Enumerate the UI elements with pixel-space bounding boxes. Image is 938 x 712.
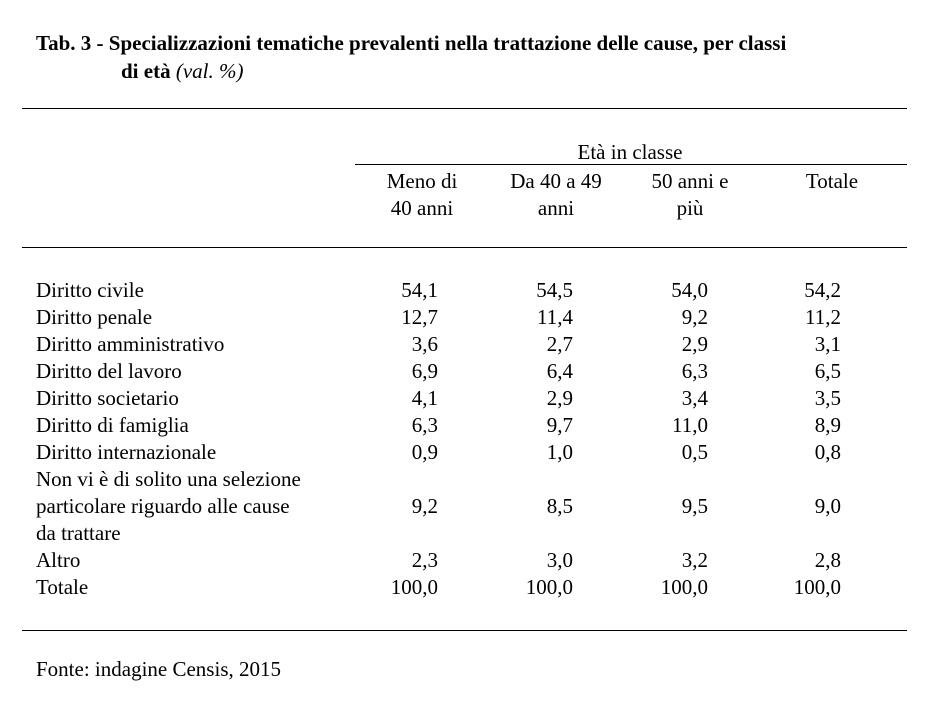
- cell-value: 3,6: [411, 332, 438, 356]
- row-label: Diritto internazionale: [36, 439, 346, 466]
- table-row: Diritto di famiglia 6,3 9,7 11,0 8,9: [36, 412, 846, 439]
- cell-value: 2,9: [681, 332, 708, 356]
- cell-value: 100,0: [793, 575, 841, 599]
- cell-value: 6,3: [411, 413, 438, 437]
- cell-value: 54,2: [804, 278, 841, 302]
- table-row: Totale 100,0 100,0 100,0 100,0: [36, 574, 846, 601]
- row-label: Diritto societario: [36, 385, 346, 412]
- cell-value: 3,4: [681, 386, 708, 410]
- row-label: Diritto del lavoro: [36, 358, 346, 385]
- cell-value: 100,0: [660, 575, 708, 599]
- source-note: Fonte: indagine Censis, 2015: [36, 657, 281, 681]
- row-label-line: Diritto amministrativo: [36, 332, 225, 356]
- table-row: Diritto societario 4,1 2,9 3,4 3,5: [36, 385, 846, 412]
- row-label: Diritto di famiglia: [36, 412, 346, 439]
- table-row: Altro 2,3 3,0 3,2 2,8: [36, 547, 846, 574]
- column-header-line: Da 40 a 49: [510, 169, 602, 193]
- row-label: Diritto amministrativo: [36, 331, 346, 358]
- column-header-line: più: [676, 196, 704, 220]
- cell-value: 0,9: [411, 440, 438, 464]
- column-header-line: Totale: [805, 169, 859, 193]
- cell-value: 100,0: [525, 575, 573, 599]
- cell-value: 2,9: [546, 386, 573, 410]
- cell-value: 11,2: [805, 305, 841, 329]
- row-label: Diritto penale: [36, 304, 346, 331]
- table-number: Tab. 3 -: [36, 31, 109, 55]
- row-label-line: Totale: [36, 575, 89, 599]
- row-label-line: particolare riguardo alle cause: [36, 494, 290, 518]
- cell-value: 0,8: [814, 440, 841, 464]
- cell-value: 6,4: [546, 359, 573, 383]
- cell-value: 3,5: [814, 386, 841, 410]
- row-label-line: Diritto di famiglia: [36, 413, 189, 437]
- cell-value: 11,0: [672, 413, 708, 437]
- cell-value: 100,0: [390, 575, 438, 599]
- row-label: Diritto civile: [36, 277, 346, 304]
- cell-value: 11,4: [537, 305, 573, 329]
- column-header-line: 50 anni e: [651, 169, 729, 193]
- row-label-line: Diritto societario: [36, 386, 179, 410]
- row-label-line: Altro: [36, 548, 81, 572]
- cell-value: 8,5: [546, 494, 573, 518]
- table-row: Diritto penale 12,7 11,4 9,2 11,2: [36, 304, 846, 331]
- header-rule: [22, 247, 907, 248]
- cell-value: 54,5: [536, 278, 573, 302]
- cell-value: 0,5: [681, 440, 708, 464]
- row-label-line: Diritto penale: [36, 305, 153, 329]
- cell-value: 12,7: [401, 305, 438, 329]
- row-label-line: Diritto del lavoro: [36, 359, 182, 383]
- row-label: Non vi è di solito una selezione particol…: [36, 466, 346, 547]
- cell-value: 9,5: [681, 494, 708, 518]
- group-header-rule: [355, 164, 907, 165]
- column-header-line: Meno di: [386, 169, 458, 193]
- cell-value: 3,0: [546, 548, 573, 572]
- cell-value: 6,3: [681, 359, 708, 383]
- row-label-line: da trattare: [36, 521, 121, 545]
- cell-value: 9,0: [814, 494, 841, 518]
- column-header-total: Totale: [772, 168, 892, 195]
- cell-value: 9,2: [411, 494, 438, 518]
- cell-value: 3,2: [681, 548, 708, 572]
- cell-value: 6,9: [411, 359, 438, 383]
- row-label: Altro: [36, 547, 346, 574]
- cell-value: 9,2: [681, 305, 708, 329]
- column-header-40-49: Da 40 a 49 anni: [486, 168, 626, 222]
- row-label: Totale: [36, 574, 346, 601]
- cell-value: 2,7: [546, 332, 573, 356]
- cell-value: 2,3: [411, 548, 438, 572]
- table-row: Diritto civile 54,1 54,5 54,0 54,2: [36, 277, 846, 304]
- cell-value: 54,0: [671, 278, 708, 302]
- table-row: Non vi è di solito una selezione particol…: [36, 466, 846, 547]
- cell-value: 4,1: [411, 386, 438, 410]
- group-header: Età in classe: [577, 140, 683, 164]
- row-label-line: Non vi è di solito una selezione: [36, 467, 301, 491]
- cell-value: 6,5: [814, 359, 841, 383]
- column-header-under-40: Meno di 40 anni: [362, 168, 482, 222]
- bottom-rule: [22, 630, 907, 631]
- row-label-line: Diritto internazionale: [36, 440, 217, 464]
- table-row: Diritto amministrativo 3,6 2,7 2,9 3,1: [36, 331, 846, 358]
- title-line-1: Specializzazioni tematiche prevalenti ne…: [108, 31, 787, 55]
- title-unit: (val. %): [175, 59, 244, 83]
- table-title: Tab. 3 - Specializzazioni tematiche prev…: [36, 29, 916, 85]
- table-row: Diritto internazionale 0,9 1,0 0,5 0,8: [36, 439, 846, 466]
- cell-value: 2,8: [814, 548, 841, 572]
- cell-value: 54,1: [401, 278, 438, 302]
- cell-value: 8,9: [814, 413, 841, 437]
- table-body: Diritto civile 54,1 54,5 54,0 54,2 Diritto pe…: [36, 277, 846, 601]
- table-row: Diritto del lavoro 6,9 6,4 6,3 6,5: [36, 358, 846, 385]
- cell-value: 3,1: [814, 332, 841, 356]
- column-header-line: 40 anni: [390, 196, 454, 220]
- column-header-line: anni: [537, 196, 575, 220]
- column-header-50-plus: 50 anni e più: [625, 168, 755, 222]
- row-label-line: Diritto civile: [36, 278, 144, 302]
- top-rule: [22, 108, 907, 109]
- cell-value: 1,0: [546, 440, 573, 464]
- cell-value: 9,7: [546, 413, 573, 437]
- title-line-2: di età: [121, 59, 171, 83]
